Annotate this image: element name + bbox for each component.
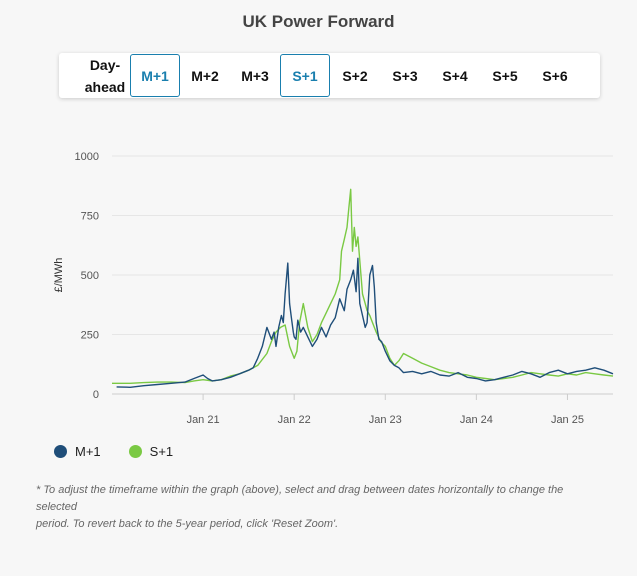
footnote-line-2: period. To revert back to the 5-year per…: [36, 518, 339, 530]
m3-button[interactable]: M+3: [241, 67, 269, 84]
legend-item-m1[interactable]: M+1: [54, 444, 101, 459]
y-axis-label: £/MWh: [53, 258, 65, 293]
x-tick-label: Jan 22: [278, 414, 311, 426]
y-tick-label: 750: [81, 211, 99, 223]
s6-button[interactable]: S+6: [542, 67, 568, 84]
legend-item-s1[interactable]: S+1: [128, 444, 174, 459]
chart-grid: [112, 155, 613, 395]
legend-marker-m1: [54, 445, 67, 458]
legend-label-s1: S+1: [149, 444, 174, 459]
y-tick-label: 500: [81, 270, 99, 282]
s4-button[interactable]: S+4: [442, 67, 468, 84]
s2-button[interactable]: S+2: [342, 67, 368, 84]
y-tick-label: 250: [81, 330, 99, 342]
day-ahead-button[interactable]: Day- ahead: [71, 54, 139, 97]
day-ahead-label-line2: ahead: [84, 78, 126, 95]
footnote-line-1: * To adjust the timeframe within the gra…: [36, 484, 564, 513]
y-tick-label: 1000: [75, 151, 99, 163]
x-axis: Jan 21 Jan 22 Jan 23 Jan 24 Jan 25: [187, 394, 584, 426]
footnote: * To adjust the timeframe within the gra…: [36, 482, 606, 533]
m1-button[interactable]: M+1: [130, 54, 180, 97]
s5-button[interactable]: S+5: [492, 67, 518, 84]
y-axis: 0 250 500 750 1000: [75, 151, 99, 401]
x-tick-label: Jan 23: [369, 414, 402, 426]
series-line-s1: [112, 188, 614, 384]
x-tick-label: Jan 25: [551, 414, 584, 426]
legend-label-m1: M+1: [75, 444, 101, 459]
s1-button[interactable]: S+1: [280, 54, 330, 97]
contract-toolbar: Day- ahead M+1 M+2 M+3 S+1 S+2 S+3 S+4 S…: [59, 53, 600, 98]
x-tick-label: Jan 24: [460, 414, 493, 426]
legend-marker-s1: [128, 445, 142, 458]
series-lines: [112, 188, 614, 388]
y-tick-label: 0: [93, 389, 99, 401]
s3-button[interactable]: S+3: [392, 67, 418, 84]
chart-legend: M+1 S+1: [54, 444, 201, 459]
series-line-m1: [116, 257, 614, 388]
m2-button[interactable]: M+2: [191, 67, 219, 84]
day-ahead-label-line1: Day-: [89, 56, 121, 73]
x-tick-label: Jan 21: [187, 414, 220, 426]
chart-title: UK Power Forward: [242, 12, 395, 31]
